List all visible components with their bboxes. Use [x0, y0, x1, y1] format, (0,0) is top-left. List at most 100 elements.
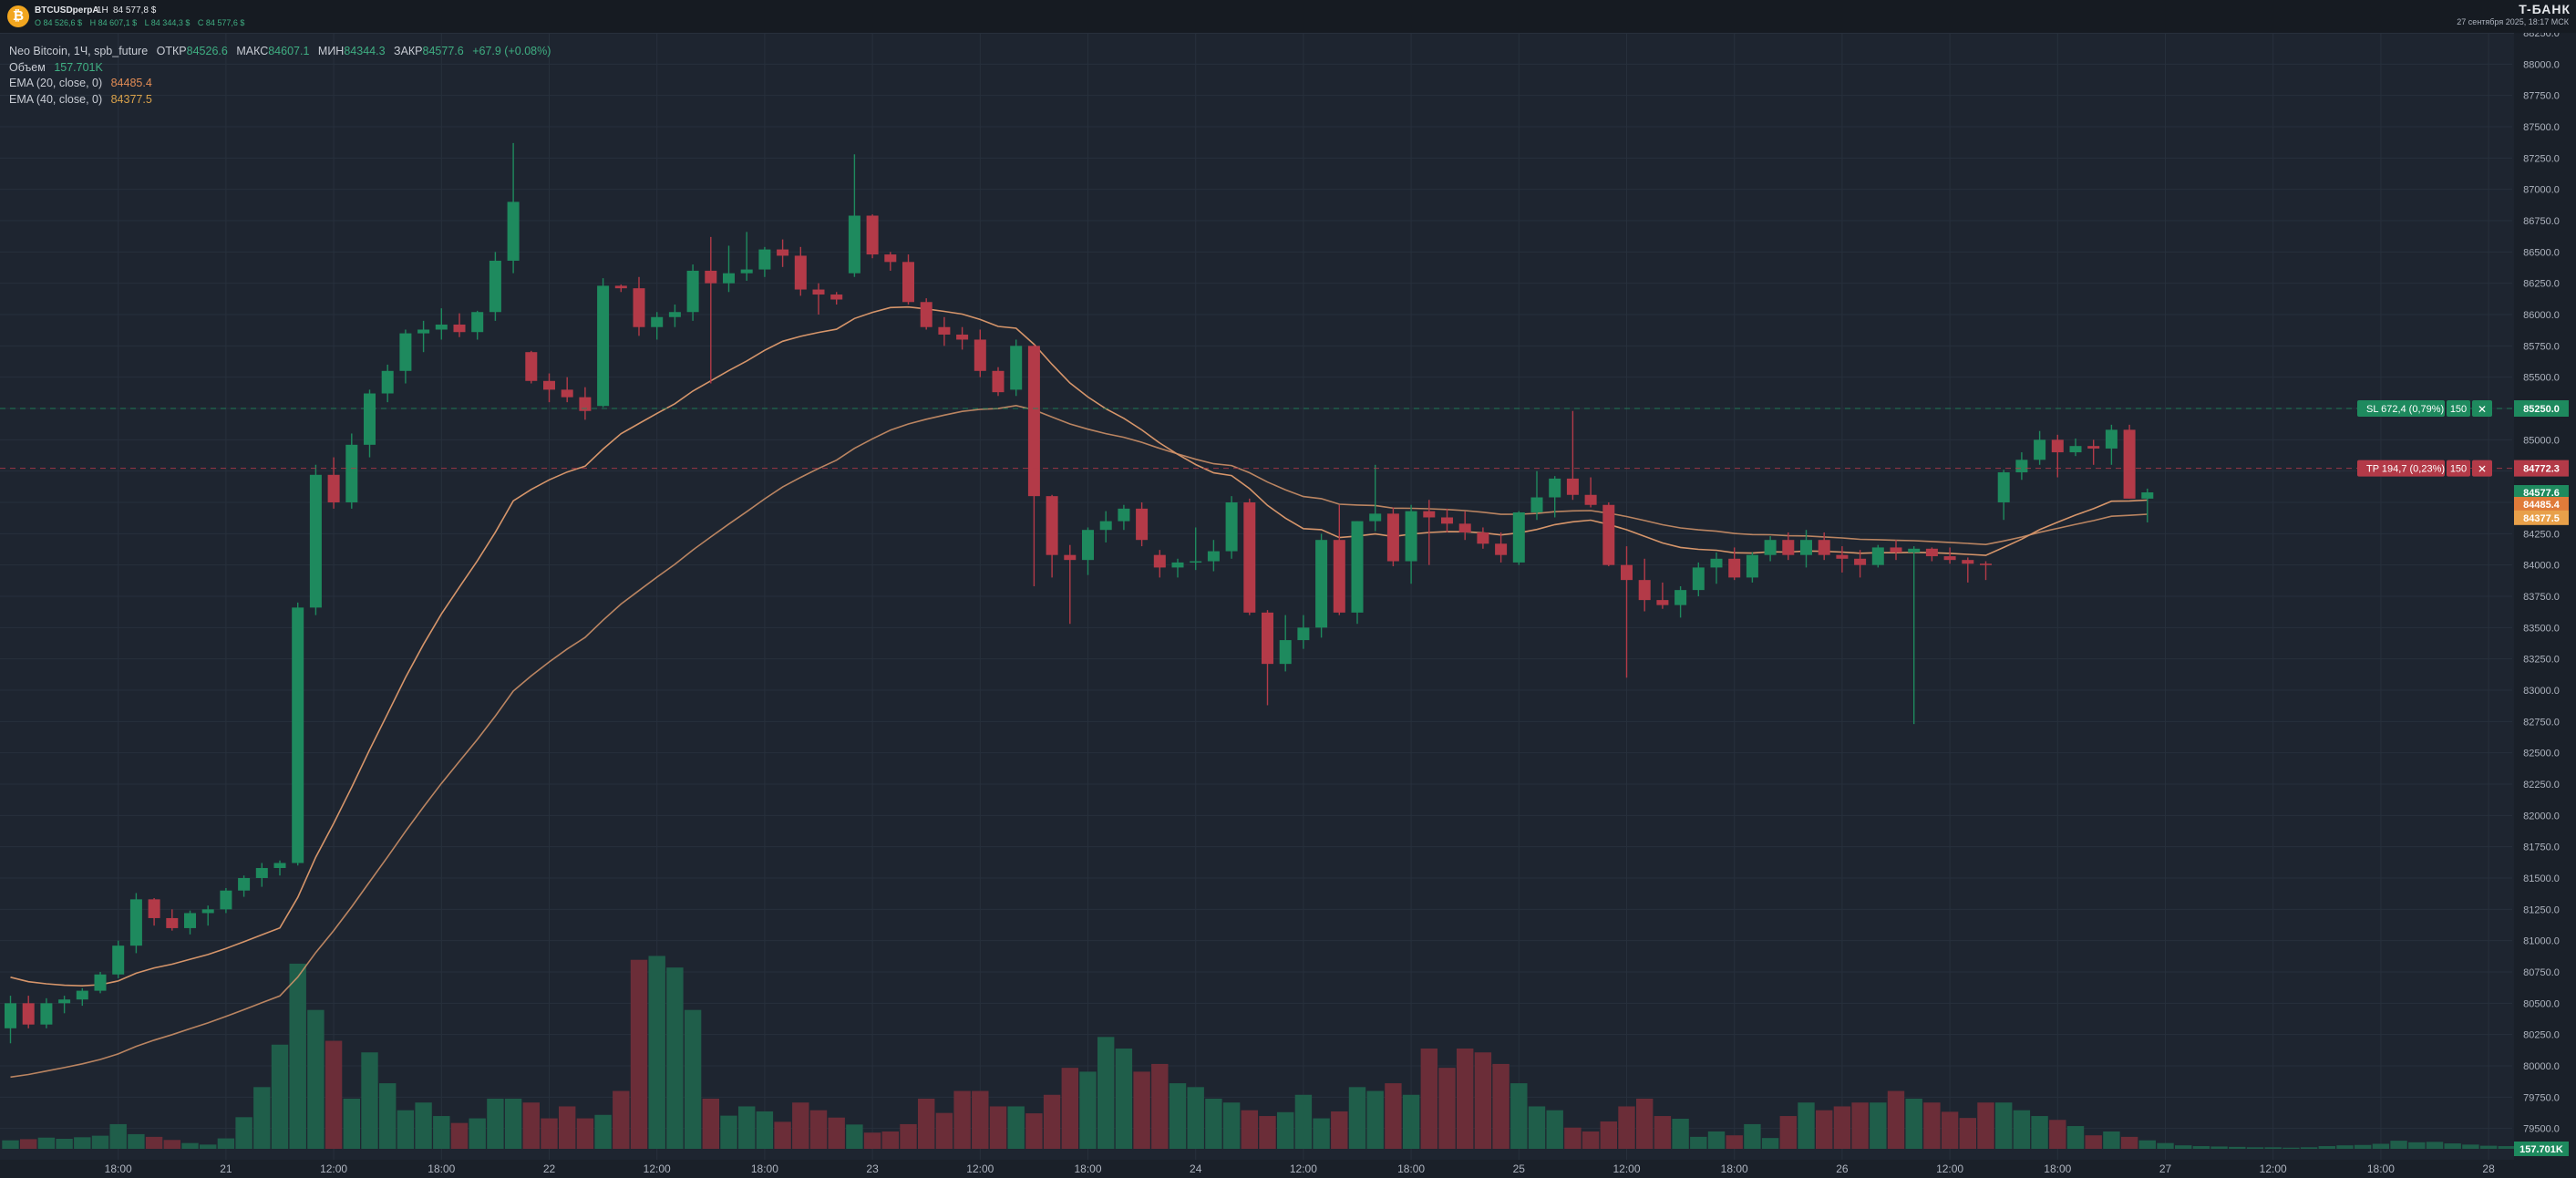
candle[interactable]: [1171, 558, 1184, 578]
candle[interactable]: [1046, 494, 1058, 578]
candle[interactable]: [1980, 561, 1992, 581]
candle[interactable]: [758, 246, 771, 277]
candle[interactable]: [740, 232, 753, 281]
candle[interactable]: [1890, 540, 1902, 561]
candle[interactable]: [2034, 430, 2046, 465]
candle[interactable]: [238, 875, 251, 897]
candle[interactable]: [1782, 532, 1795, 561]
candle[interactable]: [76, 987, 88, 1007]
candle[interactable]: [1818, 532, 1830, 561]
candle[interactable]: [2015, 452, 2028, 480]
candle[interactable]: [292, 602, 304, 866]
candle[interactable]: [201, 905, 214, 926]
candle[interactable]: [1925, 547, 1938, 562]
candle[interactable]: [686, 264, 699, 321]
candle[interactable]: [525, 350, 538, 384]
candle[interactable]: [58, 996, 71, 1014]
candle[interactable]: [848, 154, 860, 277]
candle[interactable]: [1190, 527, 1202, 571]
candle[interactable]: [1477, 527, 1489, 549]
candle[interactable]: [273, 860, 286, 876]
candle[interactable]: [1297, 615, 1310, 649]
symbol-name[interactable]: BTCUSDperpA: [35, 5, 99, 16]
candle[interactable]: [471, 310, 484, 340]
candle[interactable]: [812, 283, 825, 315]
sl-order-label[interactable]: SL 672,4 (0,79%) 150 ✕: [2357, 400, 2492, 417]
candle[interactable]: [1710, 552, 1723, 584]
candle[interactable]: [1728, 547, 1741, 581]
candle[interactable]: [1279, 615, 1292, 672]
candle[interactable]: [992, 367, 1005, 397]
candle[interactable]: [1800, 530, 1812, 568]
candle[interactable]: [1351, 521, 1364, 625]
candle[interactable]: [1027, 344, 1040, 587]
candle[interactable]: [129, 893, 142, 954]
candle[interactable]: [1423, 500, 1436, 565]
candle[interactable]: [1908, 546, 1921, 725]
interval-label[interactable]: 1H: [97, 5, 108, 16]
candle[interactable]: [902, 254, 914, 305]
candle[interactable]: [1997, 470, 2010, 521]
candle[interactable]: [435, 308, 448, 340]
candle[interactable]: [597, 278, 610, 408]
candle[interactable]: [2105, 424, 2117, 465]
candle[interactable]: [1962, 557, 1974, 583]
candle[interactable]: [974, 329, 986, 377]
candle[interactable]: [1225, 496, 1238, 559]
time-axis[interactable]: [0, 1160, 2576, 1178]
candle[interactable]: [1333, 504, 1345, 615]
candle[interactable]: [94, 972, 107, 994]
candle[interactable]: [579, 387, 592, 420]
candle[interactable]: [166, 909, 179, 931]
candle[interactable]: [1099, 511, 1112, 542]
candle[interactable]: [1136, 502, 1149, 547]
candle[interactable]: [1602, 502, 1615, 567]
candle[interactable]: [651, 312, 664, 340]
candle[interactable]: [561, 377, 573, 403]
candle[interactable]: [705, 236, 717, 384]
candle[interactable]: [2051, 434, 2064, 478]
candle[interactable]: [22, 996, 35, 1028]
candle[interactable]: [1064, 544, 1077, 625]
candle[interactable]: [327, 457, 340, 509]
candle[interactable]: [1943, 547, 1956, 564]
candle[interactable]: [112, 940, 125, 978]
candle[interactable]: [309, 464, 322, 615]
candle[interactable]: [1692, 562, 1705, 596]
candle[interactable]: [1530, 470, 1543, 521]
candle[interactable]: [1674, 586, 1687, 618]
candle[interactable]: [1638, 558, 1651, 612]
candle[interactable]: [1495, 532, 1508, 563]
candle[interactable]: [2123, 424, 2136, 499]
candle[interactable]: [543, 373, 555, 403]
candle[interactable]: [1836, 546, 1849, 573]
candle[interactable]: [40, 997, 53, 1028]
candle[interactable]: [399, 329, 412, 384]
candle[interactable]: [1458, 511, 1471, 541]
sl-cancel-button[interactable]: [2472, 400, 2492, 417]
candle[interactable]: [956, 326, 969, 350]
candle[interactable]: [1386, 507, 1399, 567]
candle[interactable]: [1153, 550, 1166, 578]
candle[interactable]: [1512, 511, 1525, 565]
candle[interactable]: [255, 863, 268, 887]
candle[interactable]: [489, 252, 501, 321]
legend-row-ema20[interactable]: EMA (20, close, 0) 84485.4: [9, 76, 551, 92]
legend-row-volume[interactable]: Объем 157.701K: [9, 60, 551, 77]
candle[interactable]: [1262, 610, 1273, 706]
candle[interactable]: [1566, 410, 1579, 501]
candle[interactable]: [830, 292, 843, 305]
candle[interactable]: [2141, 488, 2154, 522]
candle[interactable]: [2087, 439, 2100, 465]
candle[interactable]: [5, 996, 16, 1044]
candle[interactable]: [1656, 582, 1669, 609]
candle[interactable]: [614, 284, 627, 293]
candle[interactable]: [1243, 498, 1256, 615]
candle[interactable]: [723, 245, 735, 293]
candle[interactable]: [2069, 438, 2082, 457]
candle[interactable]: [1369, 464, 1382, 532]
candle[interactable]: [148, 897, 160, 926]
candle[interactable]: [1584, 477, 1597, 508]
legend-row-instrument[interactable]: Neo Bitcoin, 1Ч, spb_future ОТКР84526.6 …: [9, 44, 551, 60]
candle[interactable]: [381, 364, 394, 403]
